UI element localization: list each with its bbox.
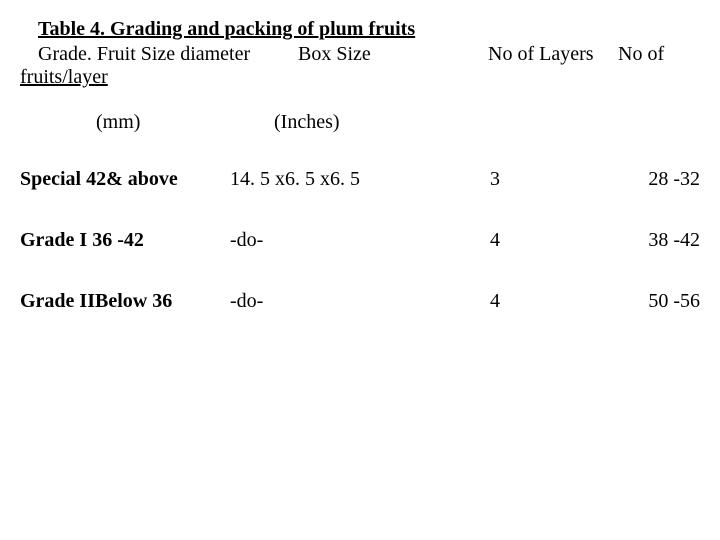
data-rows: Special 42& above 14. 5 x6. 5 x6. 5 3 28… (20, 168, 700, 313)
cell-fruits: 50 -56 (620, 290, 700, 313)
subheader-row: (mm) (Inches) (20, 111, 700, 134)
cell-fruits: 28 -32 (620, 168, 700, 191)
subheader-inches: (Inches) (274, 111, 340, 134)
cell-fruits: 38 -42 (620, 229, 700, 252)
table-row: Grade I 36 -42 -do- 4 38 -42 (20, 229, 700, 252)
cell-box: -do- (230, 229, 460, 252)
table-row: Special 42& above 14. 5 x6. 5 x6. 5 3 28… (20, 168, 700, 191)
cell-grade: Grade I 36 -42 (20, 229, 230, 252)
table-row: Grade IIBelow 36 -do- 4 50 -56 (20, 290, 700, 313)
cell-layers: 4 (460, 290, 620, 313)
cell-box: 14. 5 x6. 5 x6. 5 (230, 168, 460, 191)
table-container: Table 4. Grading and packing of plum fru… (0, 0, 720, 313)
header-row-1: Grade. Fruit Size diameter Box Size No o… (38, 43, 700, 66)
subheader-mm: (mm) (96, 111, 274, 134)
cell-grade: Special 42& above (20, 168, 230, 191)
header-box-size: Box Size (298, 43, 488, 66)
cell-box: -do- (230, 290, 460, 313)
header-layers: No of Layers (488, 43, 618, 66)
header-row-2: fruits/layer (20, 66, 700, 89)
cell-grade: Grade IIBelow 36 (20, 290, 230, 313)
table-title: Table 4. Grading and packing of plum fru… (38, 18, 700, 41)
cell-layers: 3 (460, 168, 620, 191)
cell-layers: 4 (460, 229, 620, 252)
header-grade-size: Grade. Fruit Size diameter (38, 43, 298, 66)
header-fruits: No of (618, 43, 698, 66)
